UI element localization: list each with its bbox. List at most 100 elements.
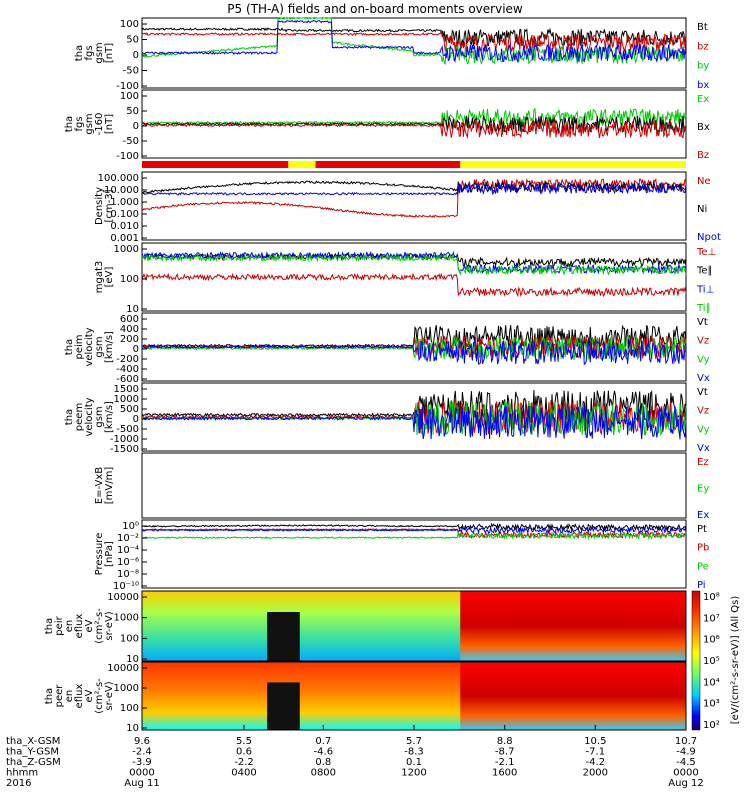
legend-by: by xyxy=(697,61,709,72)
x-row-value: 5.7 xyxy=(406,736,422,747)
legend-Ey: Ey xyxy=(697,484,709,495)
x-row-value: -7.1 xyxy=(586,747,606,758)
colorbar-tick: 10³ xyxy=(703,699,720,710)
y-axis-label: -160 xyxy=(94,113,105,136)
y-tick-label: 10000 xyxy=(107,663,139,674)
y-tick-label: 10⁻⁴ xyxy=(117,545,139,556)
panel-1: 100 50 0 -50 -100 tha fgs gsm -160 [nT] Ex Bx Bz xyxy=(64,89,710,162)
series-Ne xyxy=(141,178,687,219)
legend-Vt: Vt xyxy=(697,317,708,328)
legend-Vz: Vz xyxy=(697,406,709,417)
panel-frame xyxy=(141,452,687,519)
mode-bar-segment-2 xyxy=(315,161,461,168)
y-axis-label: (cm²-s- xyxy=(94,608,105,644)
y-tick-label: 1500 xyxy=(114,384,139,395)
y-axis-label: peim xyxy=(74,334,85,359)
y-tick-label: -100 xyxy=(116,81,139,92)
y-tick-label: 0 xyxy=(133,414,139,425)
y-tick-label: -500 xyxy=(116,424,139,435)
x-row-value: 10.7 xyxy=(675,736,697,747)
y-tick-label: 50 xyxy=(126,35,139,46)
panel-frame xyxy=(141,171,687,241)
y-tick-label: 0.001 xyxy=(110,233,139,244)
y-tick-label: 10 xyxy=(126,654,139,665)
x-row-label: tha_X-GSM xyxy=(6,736,60,747)
y-tick-label: -50 xyxy=(123,66,139,77)
series-bz xyxy=(141,29,687,53)
x-row-value: 0.8 xyxy=(315,757,331,768)
y-axis-label: gsm xyxy=(84,113,95,134)
y-tick-label: 1.000 xyxy=(110,197,139,208)
colorbar-scale xyxy=(691,590,701,731)
y-axis-label: gsm xyxy=(94,42,105,63)
legend-Ex: Ex xyxy=(697,94,709,105)
colorbar: 10⁸ 10⁷ 10⁶ 10⁵ 10⁴ 10³ 10² [eV/(cm²-s-sr-eV)] … xyxy=(691,590,741,731)
colorbar-tick: 10² xyxy=(703,720,720,731)
x-row-label: 2016 xyxy=(6,778,31,789)
legend-Vz: Vz xyxy=(697,336,709,347)
y-axis-label: [km/s] xyxy=(104,331,115,363)
x-row-value: -4.6 xyxy=(314,747,334,758)
y-axis-label: en xyxy=(64,690,75,703)
legend-Ti⊥: Ti⊥ xyxy=(696,284,714,295)
series-Npot xyxy=(141,182,687,196)
legend-Npot: Npot xyxy=(697,232,721,243)
x-row-value: 1600 xyxy=(492,768,517,779)
legend-Ti∥: Ti∥ xyxy=(696,303,711,314)
legend-Vx: Vx xyxy=(697,443,710,454)
legend-bx: bx xyxy=(697,80,709,91)
y-axis-label: [nT] xyxy=(104,114,115,134)
legend-Pi: Pi xyxy=(697,580,706,591)
y-tick-label: -200 xyxy=(116,354,139,365)
y-tick-label: 1000 xyxy=(114,394,139,405)
y-tick-label: 200 xyxy=(120,334,139,345)
y-tick-label: 500 xyxy=(120,404,139,415)
x-row-value: 0800 xyxy=(311,768,336,779)
y-tick-label: 400 xyxy=(120,324,139,335)
legend-Pe: Pe xyxy=(697,561,709,572)
x-row-value: 0.6 xyxy=(236,747,252,758)
series-Bz xyxy=(141,119,687,139)
y-tick-label: 1000 xyxy=(114,683,139,694)
colorbar-tick: 10⁷ xyxy=(703,613,720,624)
y-tick-label: 100 xyxy=(120,19,139,30)
y-tick-label: 1000 xyxy=(114,613,139,624)
legend-Te∥: Te∥ xyxy=(696,266,713,277)
x-row-value: 0400 xyxy=(231,768,256,779)
y-tick-label: -400 xyxy=(116,364,139,375)
y-tick-label: 10⁰ xyxy=(122,521,139,532)
x-row-value: 1200 xyxy=(401,768,426,779)
y-tick-label: -600 xyxy=(116,374,139,385)
y-axis-label: [nPa] xyxy=(104,541,115,567)
y-axis-label: [nT] xyxy=(104,43,115,63)
spectrogram-dark-region xyxy=(267,682,300,730)
x-row-value: 10.5 xyxy=(584,736,606,747)
y-axis-label: fgs xyxy=(74,116,85,131)
y-tick-label: 100 xyxy=(120,633,139,644)
series-Bx xyxy=(141,115,687,135)
legend-Te⊥: Te⊥ xyxy=(696,247,716,258)
series-Pe xyxy=(141,531,687,540)
y-tick-label: 100 xyxy=(120,703,139,714)
colorbar-tick: 10⁸ xyxy=(703,592,720,603)
x-row-value: 0000 xyxy=(673,768,698,779)
series-Vx xyxy=(141,404,687,440)
y-tick-label: 10000 xyxy=(107,592,139,603)
y-axis-label: sr-eV) xyxy=(104,611,115,640)
legend-Ni: Ni xyxy=(697,204,707,215)
series-Ti∥ xyxy=(141,253,687,276)
y-axis-label: gsm xyxy=(94,336,105,357)
series-by xyxy=(141,16,687,65)
series-Ex xyxy=(141,107,687,127)
y-axis-label: eV xyxy=(84,689,95,702)
x-row-value: 0.7 xyxy=(315,736,331,747)
y-axis-label: tha xyxy=(44,688,55,704)
y-tick-label: 10⁻⁸ xyxy=(117,569,139,580)
x-row-value: 0000 xyxy=(129,768,154,779)
y-axis-label: en xyxy=(64,620,75,633)
y-tick-label: -1000 xyxy=(110,434,139,445)
y-tick-label: 0 xyxy=(133,344,139,355)
y-axis-label: gsm xyxy=(94,406,105,427)
y-axis-label: peer xyxy=(54,684,65,708)
